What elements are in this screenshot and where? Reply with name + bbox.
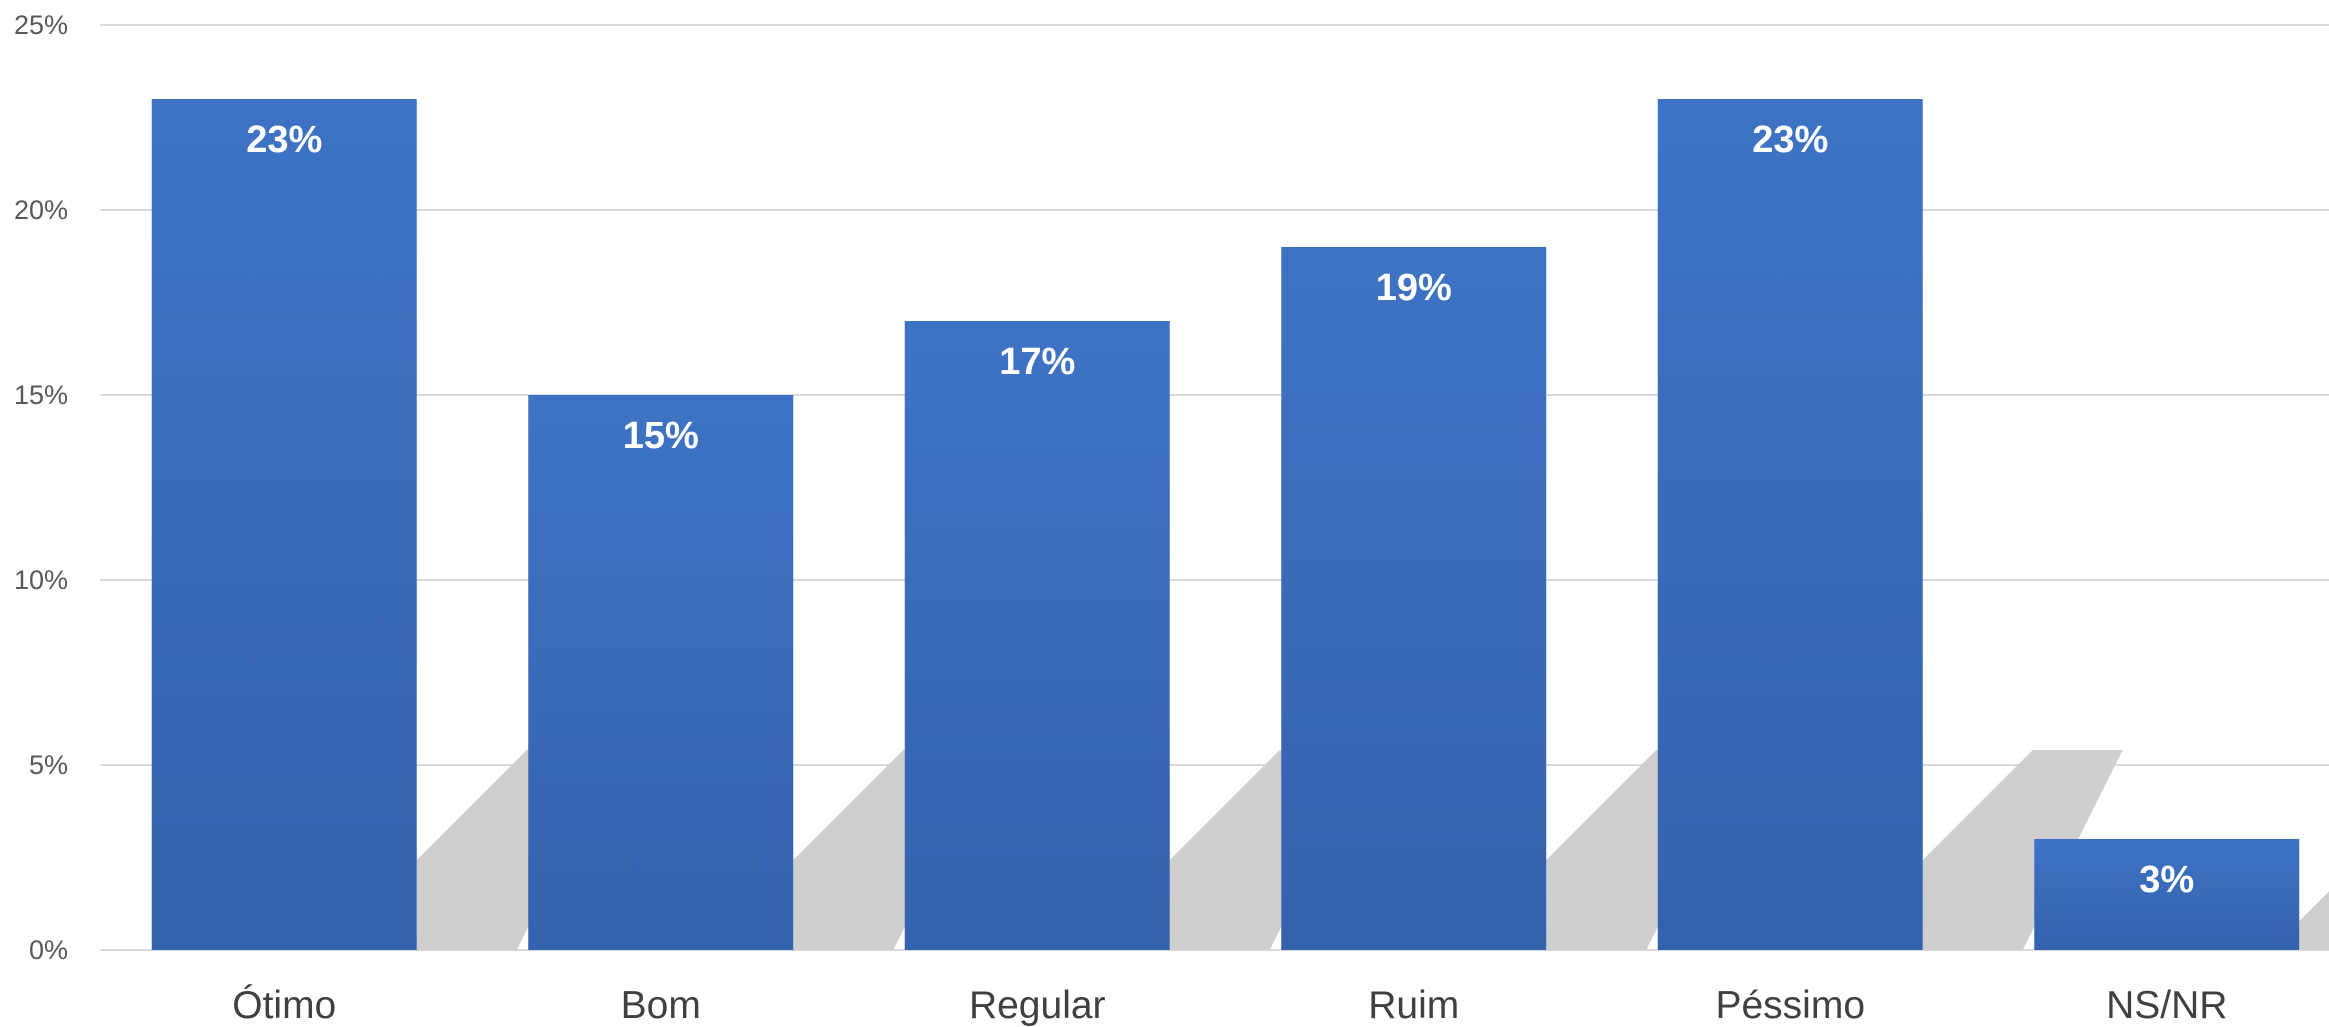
bar-shadow [2299,891,2329,950]
data-label: 17% [999,341,1075,383]
data-label: 15% [623,415,699,457]
data-label: 19% [1376,267,1452,309]
y-axis-tick-labels: 0% 5% 10% 15% 20% 25% [14,10,68,965]
x-axis-category-labels: Ótimo Bom Regular Ruim Péssimo NS/NR [232,984,2227,1027]
data-label: 23% [1752,119,1828,161]
data-label: 23% [246,119,322,161]
y-tick-label: 25% [14,10,68,40]
x-category-label: Bom [621,984,701,1027]
bar-4 [1657,99,1923,950]
y-tick-label: 20% [14,195,68,225]
bars [151,99,2300,950]
x-category-label: Regular [969,984,1106,1027]
y-tick-label: 10% [14,565,68,595]
bar-shadow [1922,750,2123,950]
x-category-label: Ruim [1368,984,1459,1027]
x-category-label: Ótimo [232,984,336,1027]
bar-1 [528,395,794,950]
bar-0 [151,99,417,950]
bar-3 [1281,247,1547,950]
y-tick-label: 15% [14,380,68,410]
data-labels: 23% 15% 17% 19% 23% 3% [246,119,2194,901]
x-category-label: NS/NR [2106,984,2227,1027]
x-category-label: Péssimo [1715,984,1865,1027]
bar-2 [904,321,1170,950]
data-label: 3% [2139,859,2194,901]
y-tick-label: 5% [29,750,68,780]
bar-5 [2034,839,2300,950]
y-tick-label: 0% [29,935,68,965]
